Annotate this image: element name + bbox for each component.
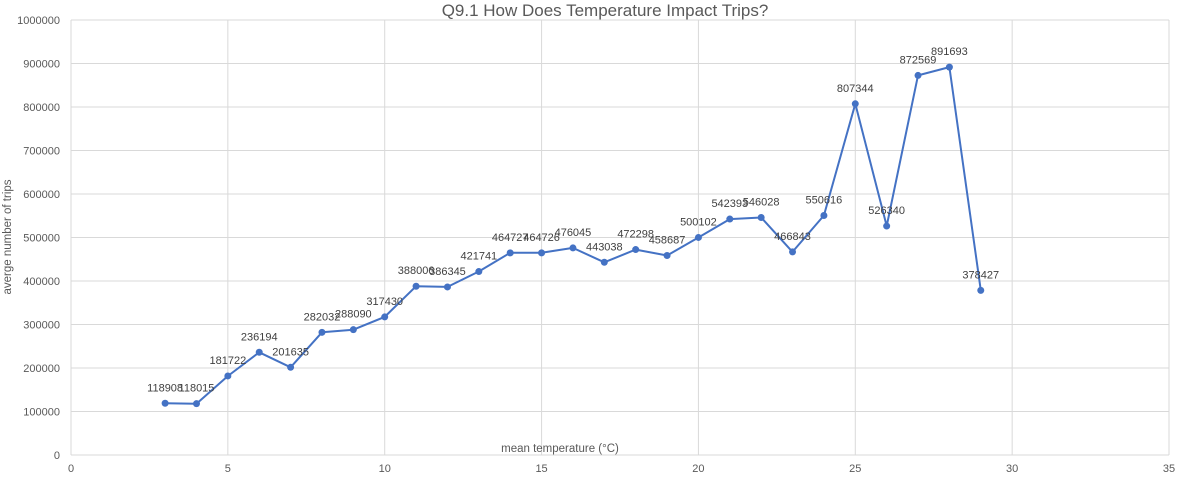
- data-point: [600, 258, 608, 266]
- data-point: [694, 233, 702, 241]
- data-point: [506, 249, 514, 257]
- data-label: 807344: [837, 83, 874, 95]
- y-tick-label: 700000: [23, 146, 60, 158]
- data-label: 500102: [680, 216, 717, 228]
- data-point: [538, 249, 546, 257]
- data-point: [663, 251, 671, 259]
- data-label: 317430: [366, 296, 403, 308]
- data-point: [914, 71, 922, 79]
- x-tick-label: 10: [379, 463, 391, 475]
- x-tick-label: 35: [1163, 463, 1175, 475]
- y-tick-label: 600000: [23, 189, 60, 201]
- x-tick-label: 15: [535, 463, 547, 475]
- data-label: 464727: [492, 232, 529, 244]
- y-tick-label: 800000: [23, 102, 60, 114]
- data-label: 236194: [241, 331, 278, 343]
- data-label: 476045: [555, 227, 592, 239]
- data-point: [569, 244, 577, 252]
- x-tick-label: 30: [1006, 463, 1018, 475]
- x-tick-label: 20: [692, 463, 704, 475]
- data-label: 526340: [868, 205, 905, 217]
- data-label: 201635: [272, 346, 309, 358]
- data-point: [318, 328, 326, 336]
- data-point: [757, 213, 765, 221]
- series: [161, 63, 985, 408]
- data-point: [412, 282, 420, 290]
- y-tick-label: 1000000: [17, 15, 60, 27]
- y-tick-label: 200000: [23, 363, 60, 375]
- data-label: 872569: [900, 54, 937, 66]
- y-axis-label: averge number of trips: [2, 179, 14, 294]
- data-point: [349, 326, 357, 334]
- data-label: 282032: [304, 311, 341, 323]
- data-label: 288090: [335, 309, 372, 321]
- data-point: [287, 363, 295, 371]
- data-point: [224, 372, 232, 380]
- data-point: [255, 348, 263, 356]
- data-point: [977, 286, 985, 294]
- data-label: 386345: [429, 266, 466, 278]
- data-label: 378427: [962, 269, 999, 281]
- data-label: 464726: [523, 232, 560, 244]
- data-point: [851, 100, 859, 108]
- grid: [70, 19, 1170, 456]
- y-tick-label: 900000: [23, 59, 60, 71]
- x-axis-label: mean temperature (°C): [501, 443, 619, 455]
- data-point: [789, 248, 797, 256]
- data-label: 472298: [617, 229, 654, 241]
- data-point: [381, 313, 389, 321]
- data-point: [161, 399, 169, 407]
- data-label: 891693: [931, 46, 968, 58]
- y-tick-label: 400000: [23, 276, 60, 288]
- data-label: 542393: [711, 198, 748, 210]
- x-tick-label: 25: [849, 463, 861, 475]
- y-tick-label: 0: [54, 450, 60, 462]
- data-label: 458687: [649, 234, 686, 246]
- data-label: 443038: [586, 241, 623, 253]
- data-label: 118015: [179, 383, 215, 395]
- data-label: 181722: [209, 355, 246, 367]
- chart-title: Q9.1 How Does Temperature Impact Trips?: [442, 1, 769, 20]
- data-point: [192, 400, 200, 408]
- data-point: [726, 215, 734, 223]
- data-point: [945, 63, 953, 71]
- data-label: 466843: [774, 231, 811, 243]
- data-point: [883, 222, 891, 230]
- x-tick-label: 5: [225, 463, 231, 475]
- data-label: 421741: [460, 251, 497, 263]
- y-tick-label: 100000: [23, 407, 60, 419]
- data-point: [443, 283, 451, 291]
- data-label: 118908: [147, 382, 183, 394]
- y-tick-label: 500000: [23, 233, 60, 245]
- axis-ticks: 0 100000 200000 300000 400000 500000 600000 700…: [17, 15, 1175, 475]
- data-point: [632, 246, 640, 254]
- data-point: [820, 211, 828, 219]
- data-point: [475, 268, 483, 276]
- x-tick-label: 0: [68, 463, 74, 475]
- data-label: 546028: [743, 196, 780, 208]
- y-tick-label: 300000: [23, 320, 60, 332]
- data-label: 388006: [398, 265, 435, 277]
- data-label: 550616: [806, 194, 843, 206]
